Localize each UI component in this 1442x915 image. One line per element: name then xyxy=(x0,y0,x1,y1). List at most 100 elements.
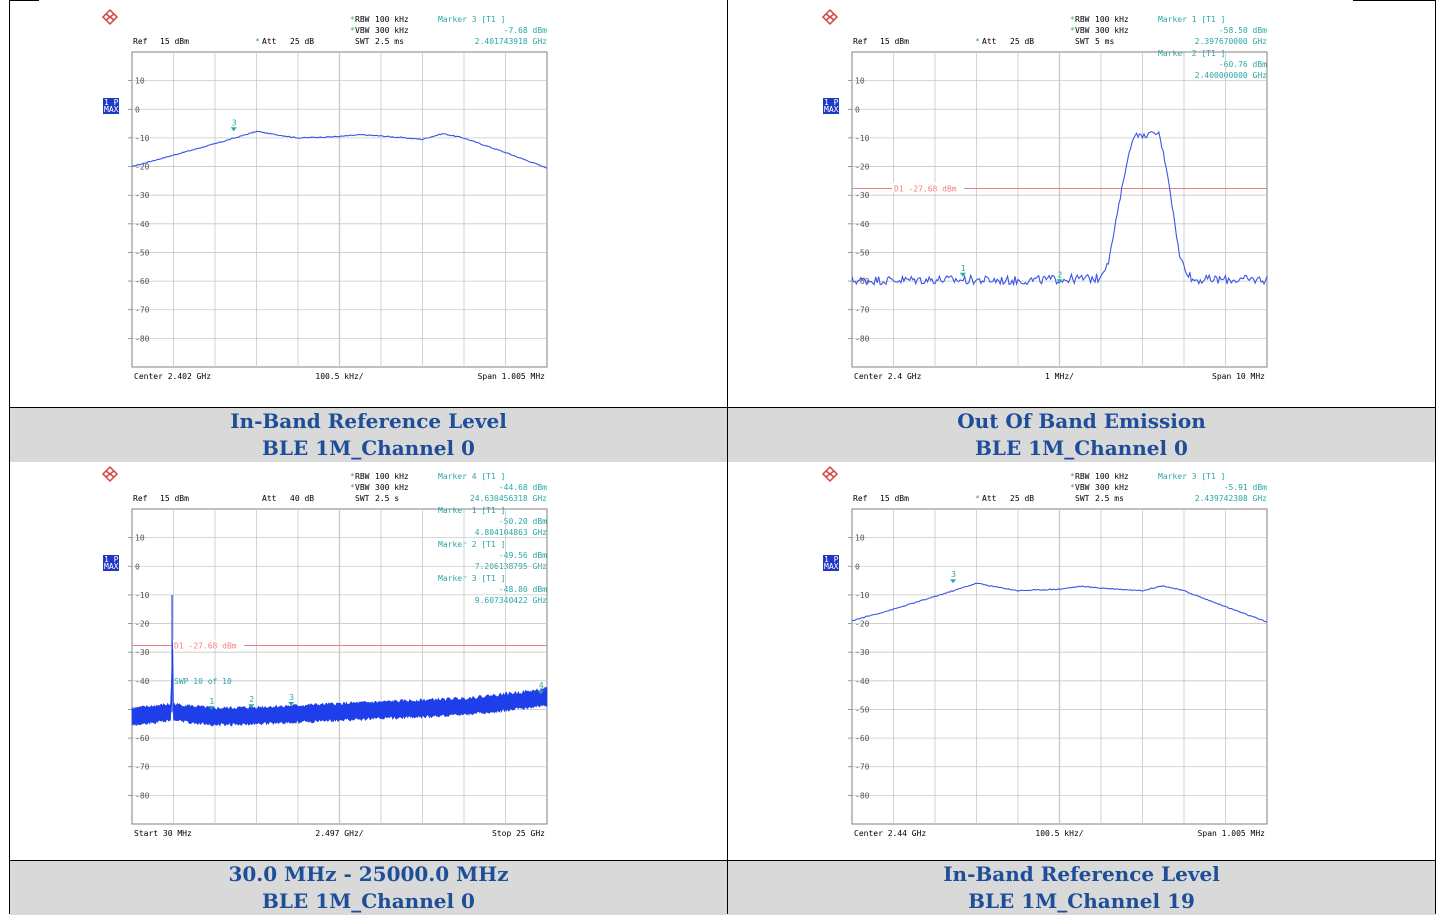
marker-triangle xyxy=(230,127,237,132)
marker-number: 3 xyxy=(289,693,294,702)
display-line-label-bg xyxy=(172,639,244,650)
footer-mid: 100.5 kHz/ xyxy=(1035,829,1083,838)
swt-value: 5 ms xyxy=(1095,37,1114,46)
rohde-schwarz-logo xyxy=(821,465,839,483)
y-tick-label: -30 xyxy=(135,648,150,657)
y-tick-label: -20 xyxy=(855,163,870,172)
trace-1 xyxy=(131,130,548,169)
rohde-schwarz-logo xyxy=(101,8,119,26)
att-star: * xyxy=(975,37,980,46)
row-divider-1 xyxy=(9,407,1436,408)
ref-value: 15 dBm xyxy=(880,37,909,46)
marker-triangle xyxy=(248,704,255,709)
trace-label-box xyxy=(103,98,119,114)
y-tick-label: -30 xyxy=(855,648,870,657)
footer-left: Start 30 MHz xyxy=(134,829,192,838)
spectrum-svg-3: * RBW 100 kHz * VBW 300 kHz SWT 2.5 s Ref 15 dBm A… xyxy=(101,465,548,838)
y-tick-label: -70 xyxy=(135,306,150,315)
marker-number: 2 xyxy=(249,695,254,704)
y-tick-label: -60 xyxy=(135,277,150,286)
rbw-value: 100 kHz xyxy=(1095,15,1129,24)
sweep-count-label: SWP 10 of 10 xyxy=(174,677,232,686)
y-tick-label: -70 xyxy=(135,763,150,772)
y-tick-label: -80 xyxy=(135,791,150,800)
y-tick-label: -40 xyxy=(855,677,870,686)
footer-right: Stop 25 GHz xyxy=(492,829,545,838)
marker-readout-title: Marker 2 [T1 ] xyxy=(438,540,505,549)
rbw-star: * xyxy=(1070,15,1075,24)
caption-line-2: BLE 1M_Channel 0 xyxy=(975,436,1188,460)
marker-readout-freq: 2.439742308 GHz xyxy=(1195,494,1267,503)
results-table xyxy=(9,0,1436,914)
marker-readout-level: -58.50 dBm xyxy=(1219,26,1267,35)
rbw-value: 100 kHz xyxy=(1095,472,1129,481)
footer-right: Span 1.005 MHz xyxy=(1198,829,1266,838)
swt-value: 2.5 ms xyxy=(1095,494,1124,503)
caption-line-1: In-Band Reference Level xyxy=(230,409,507,433)
swt-value: 2.5 ms xyxy=(375,37,404,46)
vbw-value: 300 kHz xyxy=(375,26,409,35)
caption-out-of-band-ch0: Out Of Band Emission BLE 1M_Channel 0 xyxy=(728,408,1435,462)
swt-label: SWT xyxy=(1075,494,1090,503)
caption-line-2: BLE 1M_Channel 0 xyxy=(262,889,475,913)
marker-number: 1 xyxy=(961,264,966,273)
y-tick-label: 0 xyxy=(855,105,860,114)
trace-noise-band xyxy=(131,641,548,727)
footer-left: Center 2.44 GHz xyxy=(854,829,926,838)
swt-label: SWT xyxy=(355,37,370,46)
logo-cross xyxy=(825,13,835,21)
marker-readout-freq: 2.401743918 GHz xyxy=(475,37,547,46)
y-tick-label: -70 xyxy=(855,763,870,772)
spectrum-plot-3: * RBW 100 kHz * VBW 300 kHz SWT 2.5 s Ref 15 dBm A… xyxy=(100,462,550,846)
logo-diamond xyxy=(101,465,119,483)
vbw-label: VBW xyxy=(1075,26,1090,35)
marker-readout-title: Marker 1 [T1 ] xyxy=(438,506,505,515)
trace-label-2: MAXH xyxy=(824,562,843,571)
rbw-label: RBW xyxy=(355,472,370,481)
y-tick-label: -10 xyxy=(135,591,150,600)
trace-label-box xyxy=(823,98,839,114)
trace-label-1: 1 PK xyxy=(824,98,843,107)
footer-mid: 100.5 kHz/ xyxy=(315,372,363,381)
y-tick-label: 10 xyxy=(135,77,145,86)
ref-value: 15 dBm xyxy=(160,37,189,46)
vbw-label: VBW xyxy=(1075,483,1090,492)
y-tick-label: -30 xyxy=(855,191,870,200)
y-tick-label: -60 xyxy=(135,734,150,743)
column-divider xyxy=(727,0,728,914)
marker-readout-level: -7.68 dBm xyxy=(504,26,548,35)
display-line-label-bg xyxy=(892,182,964,193)
vbw-label: VBW xyxy=(355,26,370,35)
spectrum-plot-1: * RBW 100 kHz * VBW 300 kHz SWT 2.5 ms Ref 15 dBm… xyxy=(100,5,550,389)
y-tick-label: -60 xyxy=(855,277,870,286)
marker-triangle xyxy=(959,272,966,277)
y-tick-label: -80 xyxy=(855,791,870,800)
marker-triangle xyxy=(1056,279,1063,284)
att-star: * xyxy=(255,37,260,46)
logo-diamond xyxy=(821,465,839,483)
y-tick-label: -40 xyxy=(135,677,150,686)
trace-label-1: 1 PK xyxy=(824,555,843,564)
marker-triangle xyxy=(950,579,957,584)
caption-line-2: BLE 1M_Channel 0 xyxy=(262,436,475,460)
marker-readout-title: Marker 1 [T1 ] xyxy=(1158,15,1225,24)
y-tick-label: -70 xyxy=(855,306,870,315)
table-top-border-left xyxy=(9,0,39,1)
marker-readout-freq: 24.630456318 GHz xyxy=(470,494,547,503)
row-divider-3 xyxy=(9,860,1436,861)
rbw-label: RBW xyxy=(1075,15,1090,24)
display-line-label: D1 -27.68 dBm xyxy=(894,185,957,194)
trace-label-1: 1 PK xyxy=(104,555,123,564)
marker-triangle xyxy=(537,690,544,695)
logo-diamond xyxy=(101,8,119,26)
footer-left: Center 2.4 GHz xyxy=(854,372,922,381)
y-tick-label: 0 xyxy=(855,562,860,571)
marker-number: 3 xyxy=(951,570,956,579)
marker-readout-title: Marker 3 [T1 ] xyxy=(438,15,505,24)
marker-number: 3 xyxy=(232,118,237,127)
rbw-label: RBW xyxy=(1075,472,1090,481)
att-value: 25 dB xyxy=(1010,494,1034,503)
